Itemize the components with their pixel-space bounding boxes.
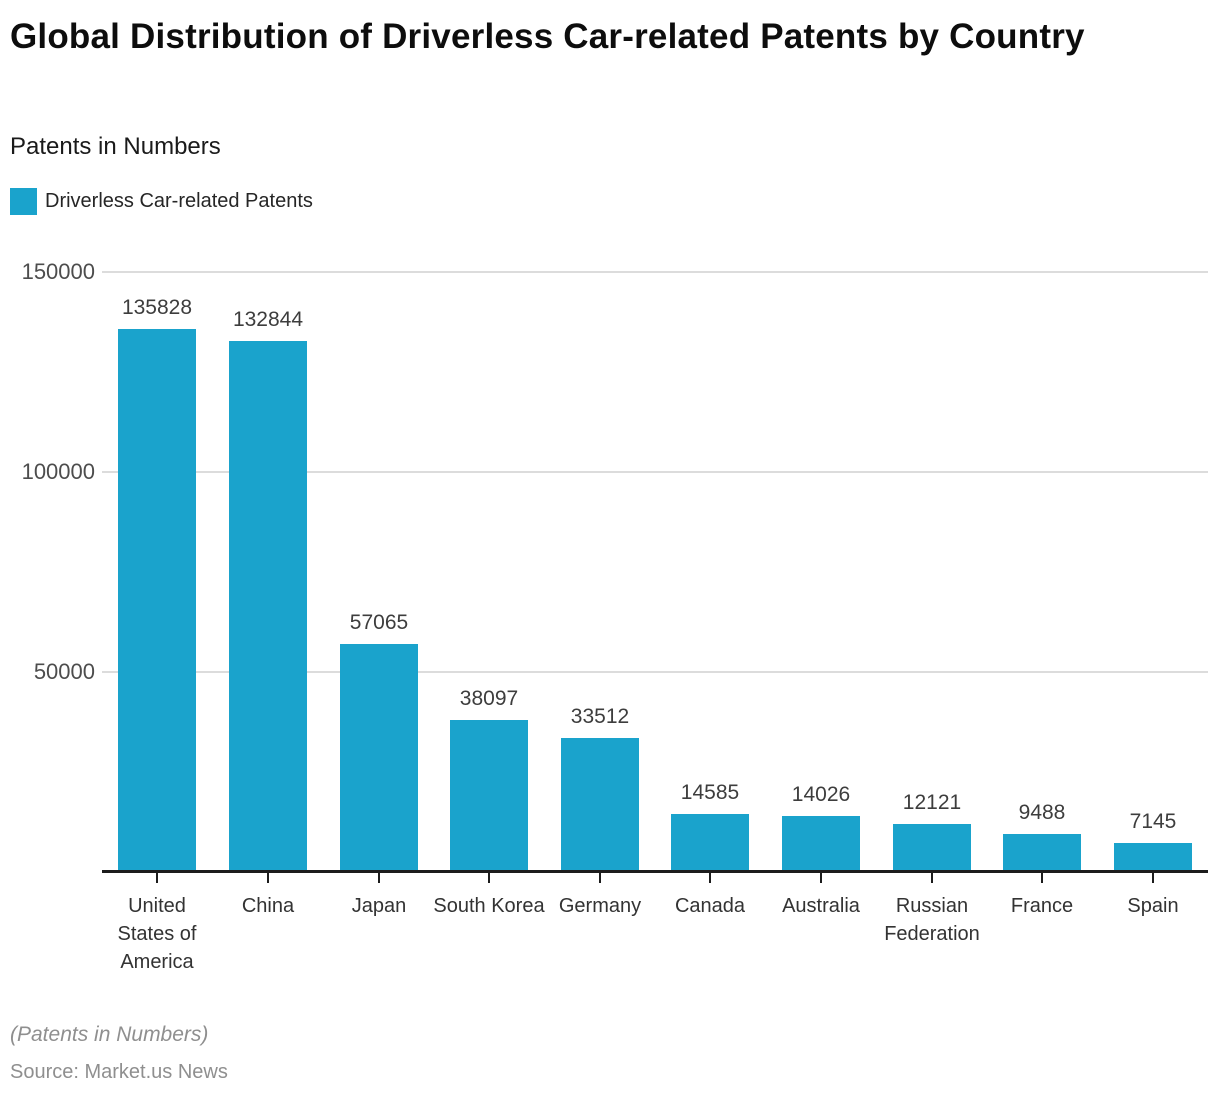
bar-value-label-south-korea: 38097: [459, 687, 519, 710]
chart-subtitle: Patents in Numbers: [10, 133, 221, 160]
x-axis-tick: [1152, 873, 1154, 883]
gridline-100000: [102, 471, 1208, 473]
bar-value-label-germany: 33512: [570, 705, 630, 728]
bar-value-label-canada: 14585: [680, 781, 740, 804]
bar-spain: [1114, 843, 1192, 872]
x-axis-label-spain: Spain: [1127, 895, 1179, 917]
bar-japan: [340, 644, 418, 872]
x-axis-tick: [156, 873, 158, 883]
x-axis-label-canada: Canada: [674, 895, 746, 917]
bar-south-korea: [450, 720, 528, 872]
x-axis-label-japan: Japan: [351, 895, 407, 917]
bar-value-label-china: 132844: [232, 308, 304, 331]
x-axis-label-australia: Australia: [782, 895, 860, 917]
legend: Driverless Car-related Patents: [10, 188, 313, 215]
x-axis-tick: [931, 873, 933, 883]
x-axis-tick: [709, 873, 711, 883]
bar-value-label-japan: 57065: [349, 611, 409, 634]
gridline-50000: [102, 671, 1208, 673]
bar-france: [1003, 834, 1081, 872]
bar-china: [229, 341, 307, 872]
x-axis-label-south-korea: South Korea: [433, 895, 545, 917]
x-axis-label-united-states-of-america: United States of America: [117, 895, 197, 973]
x-axis-label-russian-federation: Russian Federation: [884, 895, 980, 945]
y-axis-tick-label: 100000: [21, 459, 95, 484]
bar-australia: [782, 816, 860, 872]
y-axis-tick-label: 150000: [21, 259, 95, 284]
x-axis-label-china: China: [241, 895, 295, 917]
bar-canada: [671, 814, 749, 872]
x-axis-tick: [488, 873, 490, 883]
bar-united-states-of-america: [118, 329, 196, 872]
bar-value-label-russian-federation: 12121: [902, 791, 962, 814]
bar-russian-federation: [893, 824, 971, 872]
x-axis-label-germany: Germany: [558, 895, 642, 917]
footer-source: Source: Market.us News: [10, 1061, 228, 1083]
gridline-150000: [102, 271, 1208, 273]
legend-label: Driverless Car-related Patents: [45, 190, 313, 212]
y-axis-tick-label: 50000: [33, 659, 95, 684]
bar-value-label-united-states-of-america: 135828: [121, 296, 193, 319]
x-axis-tick: [599, 873, 601, 883]
bar-value-label-france: 9488: [1018, 801, 1066, 824]
x-axis-tick: [1041, 873, 1043, 883]
footer-note: (Patents in Numbers): [10, 1023, 209, 1046]
chart-title: Global Distribution of Driverless Car-re…: [10, 17, 1085, 56]
bar-value-label-australia: 14026: [791, 783, 851, 806]
x-axis-tick: [378, 873, 380, 883]
bar-value-label-spain: 7145: [1129, 810, 1177, 833]
bar-germany: [561, 738, 639, 872]
x-axis-label-france: France: [1010, 895, 1074, 917]
x-axis-line: [102, 870, 1208, 873]
x-axis-tick: [267, 873, 269, 883]
legend-swatch-icon: [10, 188, 37, 215]
x-axis-tick: [820, 873, 822, 883]
